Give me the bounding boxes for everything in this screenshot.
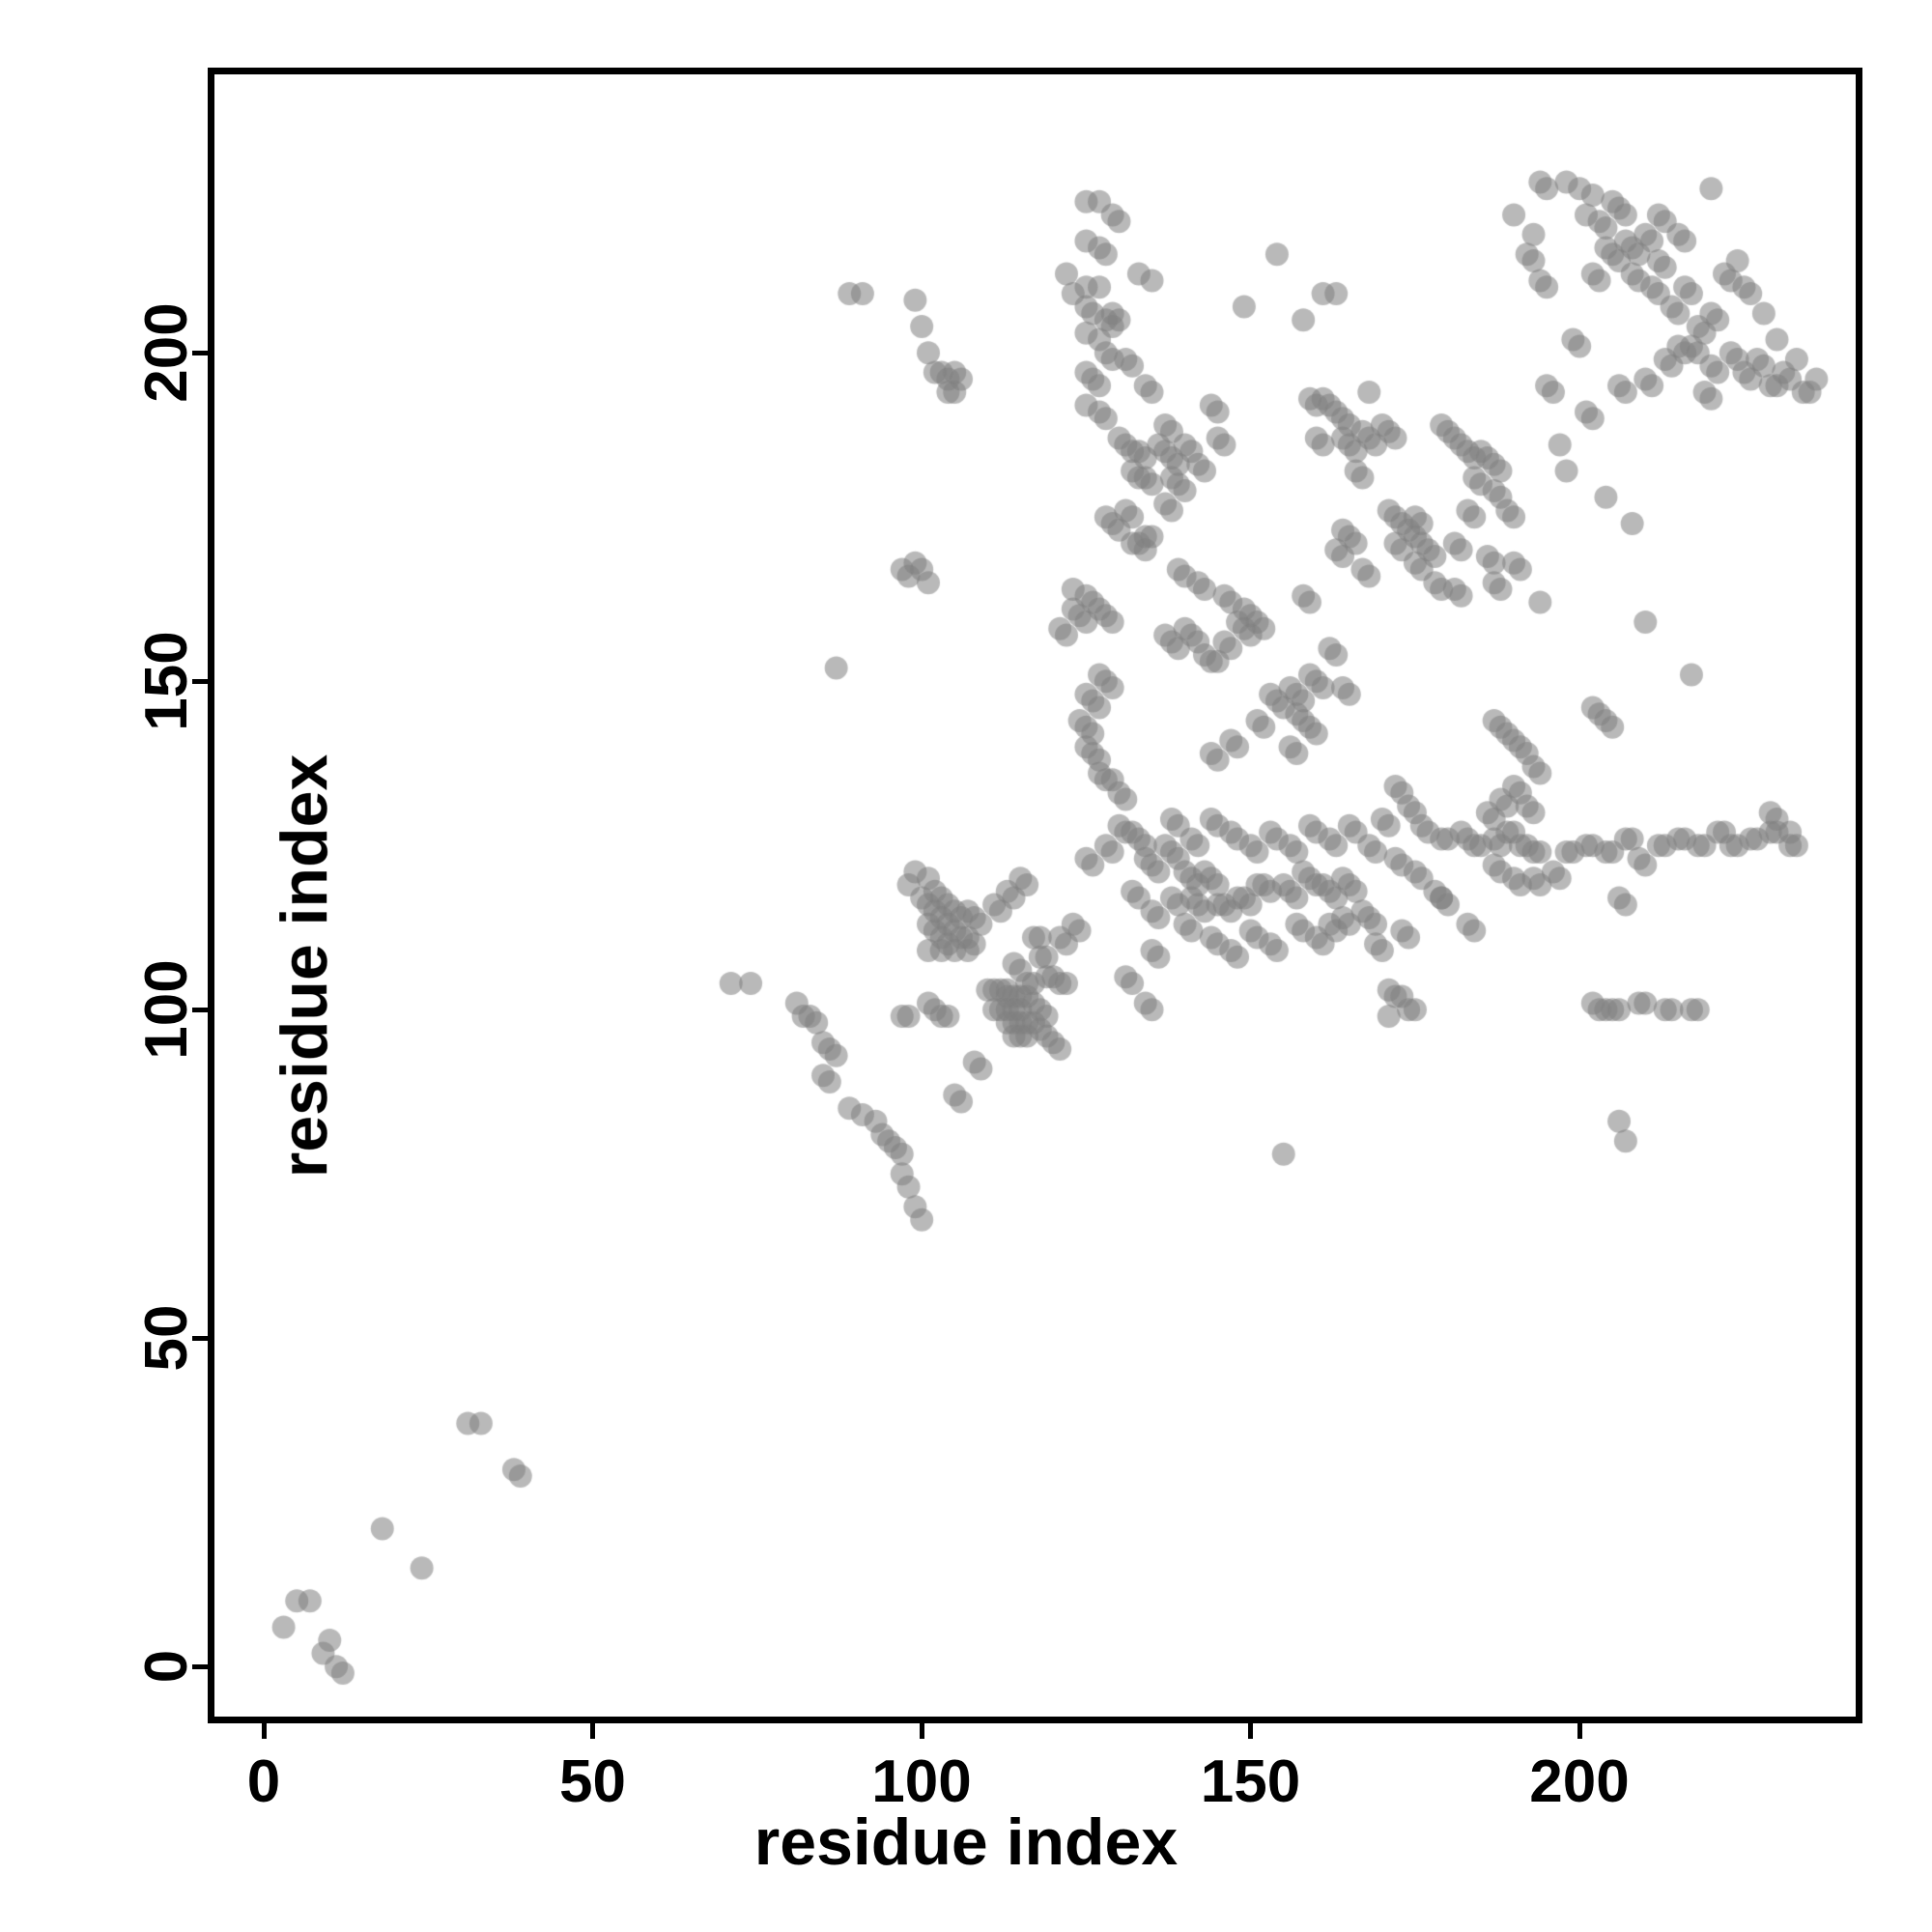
y-tick-label: 200 (133, 302, 200, 403)
x-tick-mark (261, 1719, 267, 1739)
y-tick-mark (192, 1663, 212, 1669)
x-tick-label: 200 (1529, 1748, 1630, 1815)
y-tick-label: 0 (133, 1649, 200, 1684)
y-tick-label-wrap: 0 (133, 1636, 200, 1696)
y-tick-label-wrap: 50 (133, 1305, 201, 1372)
y-tick-label-wrap: 200 (117, 302, 216, 402)
y-tick-mark (192, 1007, 212, 1012)
scatter-points-layer (214, 74, 1856, 1717)
y-tick-mark (192, 350, 212, 355)
y-tick-label: 150 (133, 631, 200, 731)
y-tick-label-wrap: 100 (117, 959, 216, 1059)
y-tick-mark (192, 1335, 212, 1341)
x-tick-label: 0 (246, 1748, 281, 1815)
x-tick-mark (590, 1719, 595, 1739)
y-tick-label-wrap: 150 (117, 631, 216, 730)
y-tick-label: 50 (133, 1304, 200, 1372)
y-tick-mark (192, 678, 212, 684)
x-tick-label: 150 (1200, 1748, 1301, 1815)
x-tick-mark (1248, 1719, 1253, 1739)
x-axis-title: residue index (753, 1805, 1179, 1879)
y-axis-title: residue index (268, 753, 342, 1179)
plot-area (208, 68, 1862, 1723)
x-tick-label: 100 (871, 1748, 972, 1815)
x-tick-mark (919, 1719, 924, 1739)
x-tick-label: 50 (559, 1748, 626, 1815)
y-tick-label: 100 (133, 959, 200, 1060)
x-tick-mark (1577, 1719, 1582, 1739)
